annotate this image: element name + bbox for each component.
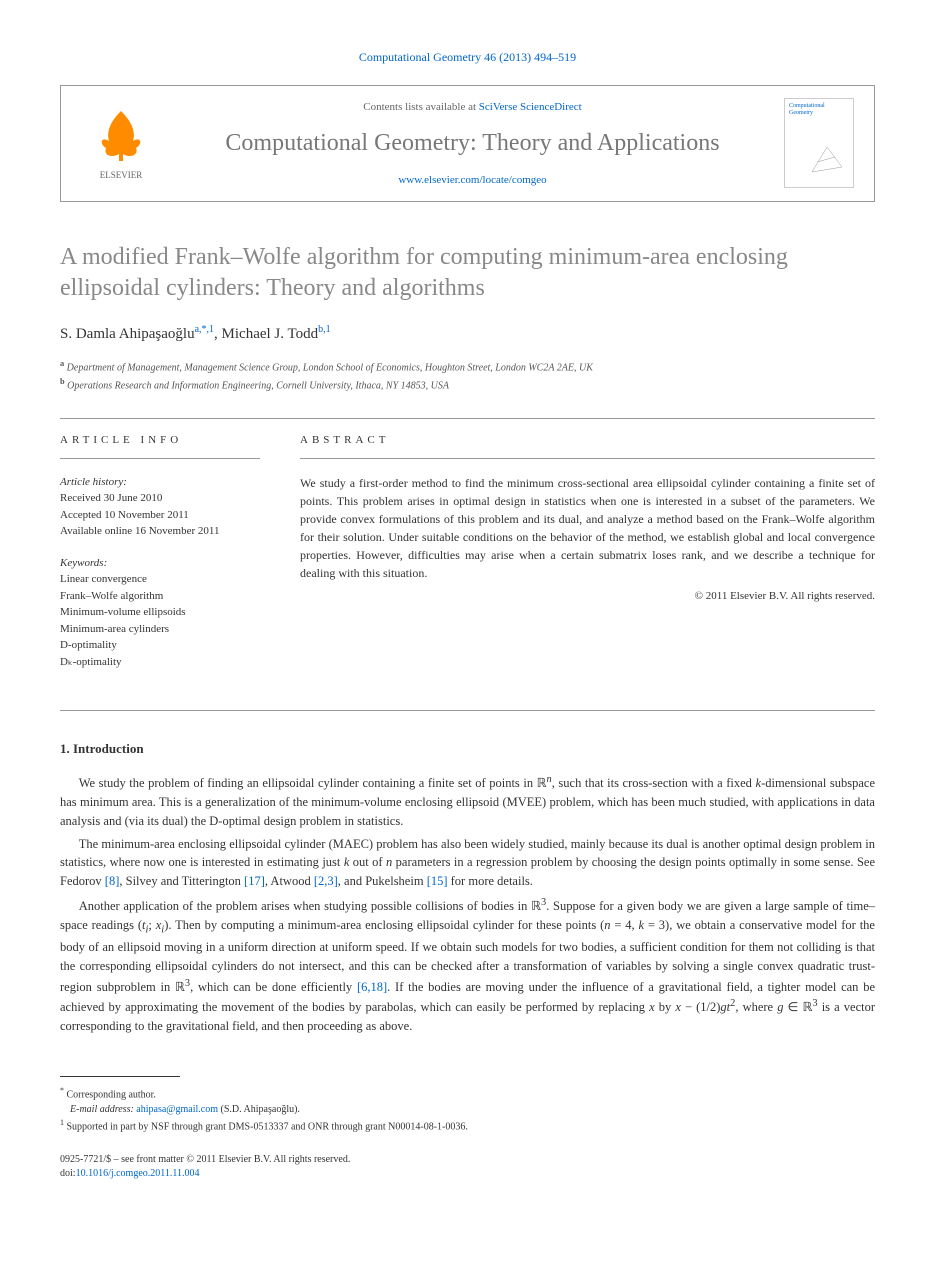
history-accepted: Accepted 10 November 2011	[60, 509, 189, 521]
contents-available-line: Contents lists available at SciVerse Sci…	[191, 101, 754, 113]
affiliation-b: b Operations Research and Information En…	[60, 376, 875, 393]
footnote-corresponding: * Corresponding author.	[60, 1085, 875, 1102]
keyword-5: Dₖ-optimality	[60, 656, 122, 668]
affiliations: a Department of Management, Management S…	[60, 358, 875, 393]
article-history: Article history: Received 30 June 2010 A…	[60, 474, 260, 540]
cover-thumb-title: Computational Geometry	[789, 103, 849, 116]
affiliation-a: a Department of Management, Management S…	[60, 358, 875, 375]
divider-bottom	[60, 710, 875, 711]
header-center: Contents lists available at SciVerse Sci…	[181, 86, 764, 201]
keywords-block: Keywords: Linear convergence Frank–Wolfe…	[60, 555, 260, 671]
author-name-2: Michael J. Todd	[222, 326, 319, 342]
history-heading: Article history:	[60, 474, 260, 491]
paragraph-3: Another application of the problem arise…	[60, 895, 875, 1036]
issn-line: 0925-7721/$ – see front matter © 2011 El…	[60, 1153, 875, 1167]
elsevier-logo: ELSEVIER	[86, 103, 156, 183]
page-footer: 0925-7721/$ – see front matter © 2011 El…	[60, 1153, 875, 1181]
footnote-email: E-mail address: ahipasa@gmail.com (S.D. …	[60, 1102, 875, 1117]
header-masthead: ELSEVIER Contents lists available at Sci…	[60, 85, 875, 202]
author-marks-2: b,1	[318, 324, 331, 335]
keywords-heading: Keywords:	[60, 555, 260, 572]
cover-thumbnail: Computational Geometry	[784, 98, 854, 188]
divider-top	[60, 418, 875, 419]
article-info-column: ARTICLE INFO Article history: Received 3…	[60, 434, 260, 686]
author-name-1: S. Damla Ahipaşaoğlu	[60, 326, 195, 342]
abstract-copyright: © 2011 Elsevier B.V. All rights reserved…	[300, 590, 875, 602]
info-divider	[60, 458, 260, 459]
page-container: Computational Geometry 46 (2013) 494–519…	[0, 0, 935, 1221]
doi-link[interactable]: 10.1016/j.comgeo.2011.11.004	[76, 1168, 200, 1179]
article-info-label: ARTICLE INFO	[60, 434, 260, 446]
publisher-name: ELSEVIER	[100, 170, 143, 180]
footnotes: * Corresponding author. E-mail address: …	[60, 1085, 875, 1135]
journal-reference: Computational Geometry 46 (2013) 494–519	[60, 50, 875, 65]
author-list: S. Damla Ahipaşaoğlua,*,1, Michael J. To…	[60, 324, 875, 343]
elsevier-tree-icon	[91, 106, 151, 166]
journal-homepage-link[interactable]: www.elsevier.com/locate/comgeo	[191, 174, 754, 186]
history-received: Received 30 June 2010	[60, 492, 162, 504]
keyword-0: Linear convergence	[60, 573, 147, 585]
keyword-4: D-optimality	[60, 639, 117, 651]
intro-heading: 1. Introduction	[60, 741, 875, 757]
paragraph-2: The minimum-area enclosing ellipsoidal c…	[60, 835, 875, 891]
keyword-1: Frank–Wolfe algorithm	[60, 590, 163, 602]
sciencedirect-link[interactable]: SciVerse ScienceDirect	[479, 101, 582, 113]
doi-line: doi:10.1016/j.comgeo.2011.11.004	[60, 1167, 875, 1181]
abstract-divider	[300, 458, 875, 459]
keyword-2: Minimum-volume ellipsoids	[60, 606, 186, 618]
contents-prefix: Contents lists available at	[363, 101, 478, 113]
abstract-label: ABSTRACT	[300, 434, 875, 446]
publisher-logo-cell: ELSEVIER	[61, 86, 181, 201]
footnote-support: 1 Supported in part by NSF through grant…	[60, 1117, 875, 1134]
paragraph-1: We study the problem of finding an ellip…	[60, 772, 875, 830]
history-online: Available online 16 November 2011	[60, 525, 219, 537]
cover-diagram-icon	[807, 137, 847, 177]
email-link[interactable]: ahipasa@gmail.com	[136, 1104, 218, 1115]
journal-name: Computational Geometry: Theory and Appli…	[191, 129, 754, 158]
keyword-3: Minimum-area cylinders	[60, 623, 169, 635]
footnote-divider	[60, 1076, 180, 1077]
author-marks-1: a,*,1	[195, 324, 214, 335]
info-abstract-row: ARTICLE INFO Article history: Received 3…	[60, 434, 875, 686]
cover-thumbnail-cell: Computational Geometry	[764, 86, 874, 201]
article-title: A modified Frank–Wolfe algorithm for com…	[60, 242, 875, 304]
abstract-text: We study a first-order method to find th…	[300, 474, 875, 582]
abstract-column: ABSTRACT We study a first-order method t…	[300, 434, 875, 686]
